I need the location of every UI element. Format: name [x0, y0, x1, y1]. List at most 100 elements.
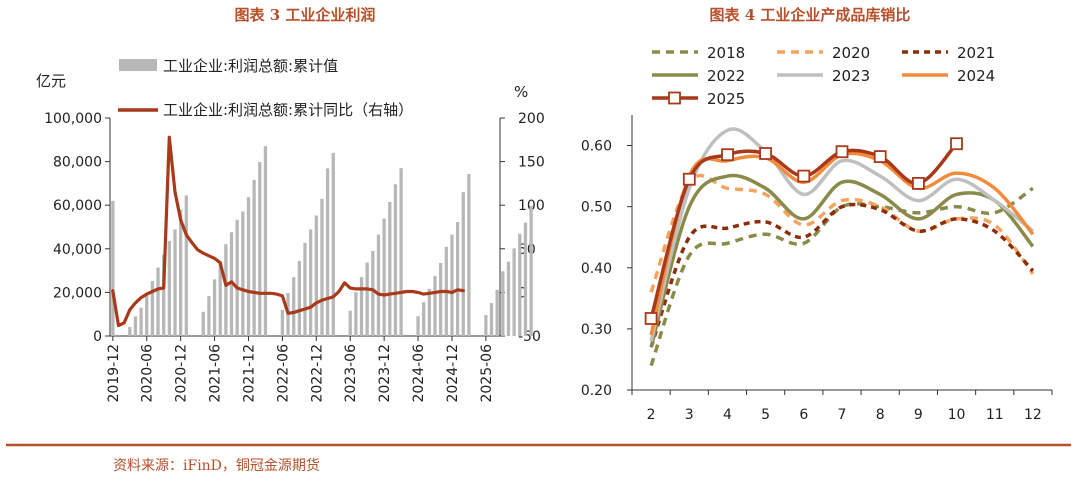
profit-bar — [365, 262, 369, 336]
profit-bar — [450, 234, 454, 336]
profit-bar — [523, 222, 528, 336]
right-chart-title: 图表 4 工业企业产成品库销比 — [710, 6, 911, 24]
profit-bar — [331, 152, 335, 336]
profit-bar — [201, 311, 205, 336]
left-y-tick-label: 40,000 — [53, 242, 102, 258]
series-line-2018 — [649, 186, 1034, 367]
profit-bar — [241, 211, 245, 336]
series-marker-2025 — [835, 145, 849, 159]
profit-bar — [489, 303, 494, 336]
profit-bar — [184, 195, 188, 336]
profit-bar — [439, 262, 443, 336]
legend-line-label: 工业企业:利润总额:累计同比（右轴） — [163, 101, 413, 119]
y-tick-label: 0.30 — [581, 322, 612, 338]
profit-bar — [518, 233, 522, 336]
profit-bar — [133, 316, 138, 336]
profit-bar — [529, 205, 533, 336]
profit-bar — [422, 302, 426, 336]
profit-bar — [150, 281, 155, 336]
left-chart-line — [111, 135, 465, 328]
profit-bar — [416, 316, 420, 336]
x-tick-label: 2022-12 — [309, 344, 325, 403]
profit-bar — [218, 261, 222, 336]
right-chart-axes: 0.20 0.30 0.40 0.50 0.60 2 3 4 5 6 7 8 9 10 11 12 — [581, 115, 1053, 423]
legend-label-2024: 2024 — [957, 67, 995, 85]
left-y-tick-label: 20,000 — [53, 285, 102, 301]
profit-bar — [484, 315, 488, 336]
profit-bar — [111, 200, 115, 336]
x-tick-label: 2023-12 — [377, 344, 393, 403]
legend-bar-label: 工业企业:利润总额:累计值 — [163, 57, 338, 75]
right-y-tick-label: 200 — [518, 111, 545, 127]
yoy-growth-line — [111, 135, 465, 328]
profit-bar — [179, 209, 183, 336]
series-marker-2025 — [950, 137, 963, 151]
left-chart-bars — [111, 146, 533, 336]
series-marker-2025 — [912, 176, 925, 190]
profit-bar — [433, 276, 437, 336]
profit-bar — [354, 292, 358, 336]
series-marker-2025 — [721, 148, 734, 162]
x-tick-label: 2022-06 — [275, 344, 291, 403]
profit-bar — [399, 168, 403, 336]
profit-bar — [371, 250, 375, 336]
x-tick-label: 7 — [838, 407, 847, 423]
legend-bar-swatch — [119, 59, 157, 71]
profit-bar — [455, 221, 460, 336]
left-y-axis-unit: 亿元 — [36, 72, 66, 90]
legend-marker-2025 — [668, 91, 681, 105]
series-marker-2025 — [644, 312, 658, 325]
x-tick-label: 10 — [948, 407, 966, 423]
x-tick-label: 12 — [1024, 407, 1042, 423]
left-y-tick-label: 0 — [93, 329, 102, 345]
profit-bar — [207, 296, 211, 336]
x-tick-label: 2024-12 — [445, 344, 461, 403]
x-tick-label: 2019-12 — [106, 344, 122, 403]
profit-bar — [263, 146, 268, 336]
x-tick-label: 4 — [723, 407, 732, 423]
profit-bar — [173, 229, 177, 336]
right-y-axis-unit: % — [514, 83, 528, 101]
profit-bar — [467, 174, 471, 336]
profit-bar — [461, 192, 465, 336]
profit-bar — [393, 184, 398, 336]
x-tick-label: 2025-06 — [479, 344, 495, 403]
x-tick-label: 2021-12 — [241, 344, 257, 403]
x-tick-label: 2021-06 — [208, 344, 224, 403]
left-chart-legend: 工业企业:利润总额:累计值 工业企业:利润总额:累计同比（右轴） — [118, 57, 413, 119]
profit-bar — [167, 240, 171, 336]
y-tick-label: 0.60 — [581, 139, 612, 155]
profit-bar — [212, 279, 217, 336]
profit-bar — [501, 271, 505, 336]
left-y-tick-label: 60,000 — [53, 198, 102, 214]
x-tick-label: 5 — [761, 407, 770, 423]
profit-bar — [297, 261, 301, 336]
profit-bar — [512, 248, 516, 336]
legend-label-2025: 2025 — [707, 90, 745, 108]
series-marker-2025 — [759, 147, 772, 160]
profit-bar — [156, 267, 160, 336]
profit-bar — [359, 277, 364, 336]
profit-bar — [128, 327, 132, 336]
x-tick-label: 2023-06 — [343, 344, 359, 403]
profit-bar — [292, 277, 296, 336]
right-chart-legend: 2018 2020 2021 2022 2023 2024 2025 — [652, 44, 995, 108]
profit-bar — [314, 215, 318, 336]
profit-bar — [388, 201, 392, 336]
right-y-tick-label: 0 — [518, 285, 527, 301]
x-tick-label: 6 — [799, 407, 808, 423]
profit-bar — [145, 293, 149, 336]
profit-bar — [382, 218, 386, 336]
profit-bar — [252, 179, 256, 336]
source-note: 资料来源：iFinD，铜冠金源期货 — [113, 457, 320, 474]
right-y-tick-label: -50 — [518, 329, 541, 345]
series-line-2024 — [649, 151, 1035, 336]
left-y-tick-label: 80,000 — [53, 155, 102, 171]
y-tick-label: 0.50 — [581, 200, 612, 216]
legend-label-2018: 2018 — [707, 44, 745, 62]
series-marker-2025 — [797, 169, 811, 183]
x-tick-label: 11 — [986, 407, 1004, 423]
x-tick-label: 2020-06 — [140, 344, 156, 403]
series-marker-2025 — [873, 150, 887, 164]
